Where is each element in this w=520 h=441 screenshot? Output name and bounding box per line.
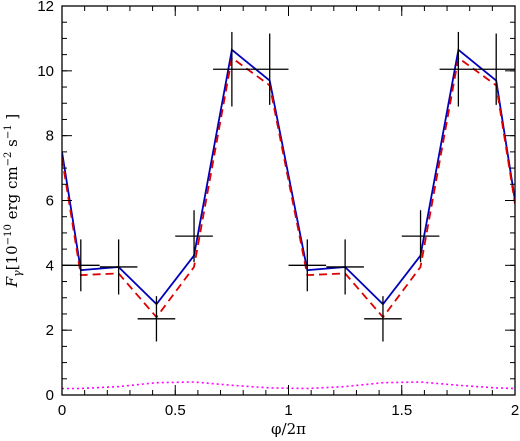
x-tick-label: 1: [284, 402, 292, 419]
x-tick-label: 0: [58, 402, 66, 419]
x-tick-label: 2: [511, 402, 519, 419]
y-tick-label: 8: [46, 128, 54, 145]
y-tick-label: 2: [46, 322, 54, 339]
y-tick-label: 6: [46, 193, 54, 210]
data-point: [99, 239, 138, 295]
x-tick-label: 0.5: [165, 402, 186, 419]
data-point: [175, 210, 213, 263]
x-axis-label: φ/2π: [271, 420, 306, 438]
y-tick-label: 0: [46, 387, 54, 404]
data-point: [364, 296, 402, 342]
data-point: [477, 33, 515, 105]
data-point: [213, 31, 251, 107]
data-point: [250, 33, 289, 105]
data-point: [401, 210, 440, 263]
y-tick-label: 10: [37, 63, 54, 80]
series-line-solid: [62, 48, 515, 306]
data-point: [288, 239, 327, 292]
data-point: [439, 31, 478, 107]
y-tick-label: 4: [46, 257, 54, 274]
data-point: [326, 239, 364, 295]
y-tick-label: 12: [37, 0, 54, 15]
plot-frame: [61, 5, 516, 396]
x-tick-label: 1.5: [391, 402, 412, 419]
data-point: [137, 296, 176, 342]
y-axis-label: Fγ[10−10 erg cm−2 s−1 ]: [3, 114, 24, 288]
